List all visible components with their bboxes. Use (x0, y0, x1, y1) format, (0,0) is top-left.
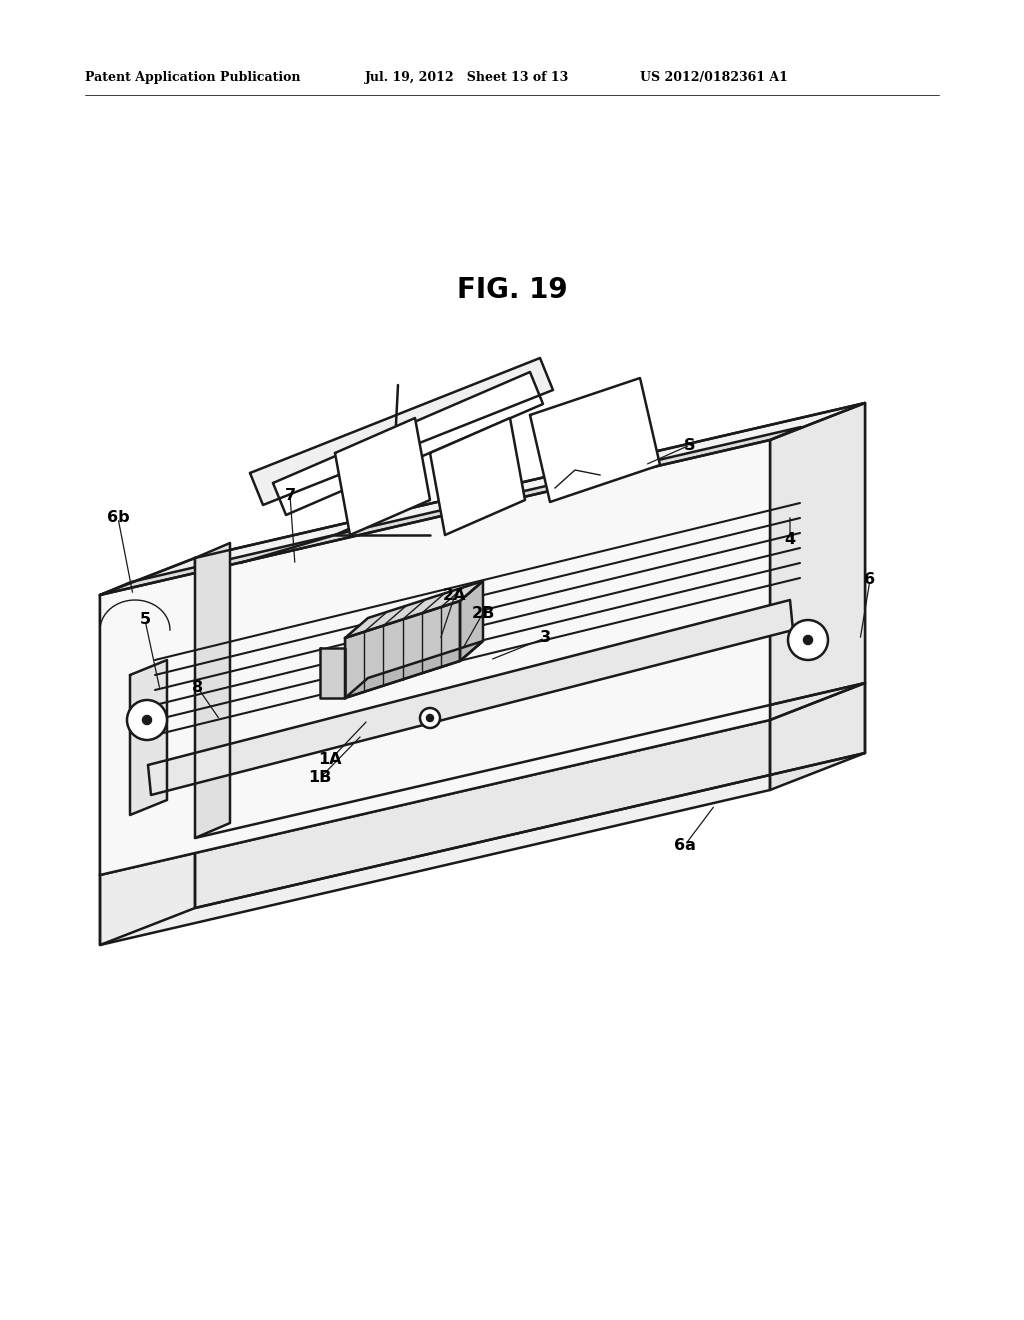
Polygon shape (250, 358, 553, 506)
Polygon shape (335, 418, 430, 535)
Text: 1A: 1A (318, 752, 342, 767)
Polygon shape (273, 372, 543, 515)
Polygon shape (100, 838, 195, 945)
Polygon shape (195, 403, 865, 838)
Polygon shape (430, 418, 525, 535)
Text: 8: 8 (193, 681, 204, 696)
Polygon shape (195, 543, 230, 838)
Polygon shape (345, 581, 483, 638)
Text: 6b: 6b (106, 511, 129, 525)
Polygon shape (319, 648, 345, 698)
Text: 4: 4 (784, 532, 796, 548)
Text: 6: 6 (864, 573, 876, 587)
Polygon shape (345, 642, 483, 698)
Text: 2A: 2A (443, 587, 467, 602)
Polygon shape (530, 378, 660, 502)
Polygon shape (100, 719, 770, 945)
Polygon shape (100, 440, 770, 875)
Text: FIG. 19: FIG. 19 (457, 276, 567, 304)
Polygon shape (100, 558, 195, 875)
Polygon shape (460, 581, 483, 661)
Polygon shape (130, 660, 167, 814)
Circle shape (420, 708, 440, 729)
Polygon shape (770, 682, 865, 789)
Text: 5: 5 (139, 612, 151, 627)
Polygon shape (770, 403, 865, 719)
Polygon shape (195, 682, 865, 908)
Text: 2B: 2B (471, 606, 495, 620)
Polygon shape (148, 601, 793, 795)
Polygon shape (100, 426, 801, 595)
Circle shape (127, 700, 167, 741)
Circle shape (427, 715, 433, 721)
Circle shape (788, 620, 828, 660)
Text: Jul. 19, 2012   Sheet 13 of 13: Jul. 19, 2012 Sheet 13 of 13 (365, 71, 569, 84)
Text: US 2012/0182361 A1: US 2012/0182361 A1 (640, 71, 787, 84)
Circle shape (804, 636, 812, 644)
Polygon shape (345, 601, 460, 698)
Text: 6a: 6a (674, 837, 696, 853)
Text: 3: 3 (540, 631, 551, 645)
Text: 1B: 1B (308, 771, 332, 785)
Text: 7: 7 (285, 487, 296, 503)
Circle shape (143, 715, 151, 723)
Text: S: S (684, 437, 695, 453)
Text: Patent Application Publication: Patent Application Publication (85, 71, 300, 84)
